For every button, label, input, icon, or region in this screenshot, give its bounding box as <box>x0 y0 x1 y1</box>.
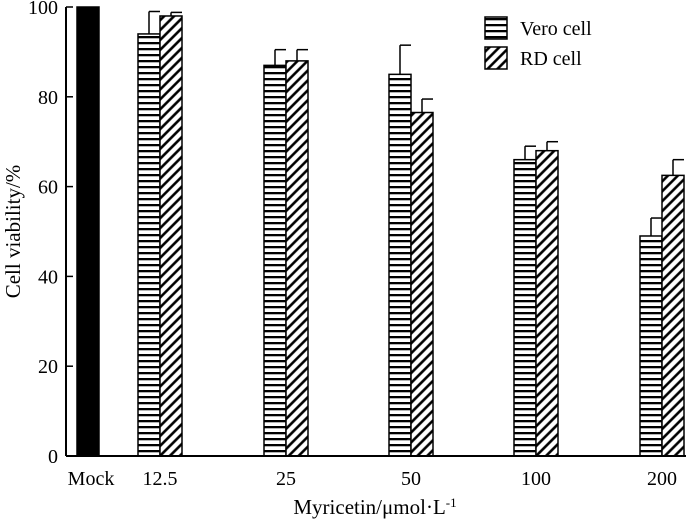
x-axis-title-superscript: -1 <box>446 495 457 510</box>
x-tick-label-50: 50 <box>401 468 421 490</box>
bar-rd-cell-12-5 <box>159 15 183 457</box>
bar-vero-cell-200 <box>639 235 663 457</box>
y-tick-label-20: 20 <box>38 356 58 378</box>
bar-rd-cell-50 <box>410 111 434 457</box>
bar-rd-cell-25 <box>285 60 309 457</box>
bars-layer <box>76 6 685 457</box>
bar-vero-cell-50 <box>388 73 412 457</box>
legend: Vero cell RD cell <box>484 16 592 70</box>
y-tick-label-80: 80 <box>38 87 58 109</box>
x-axis-title: Myricetin/μmol·L-1 <box>293 495 456 520</box>
legend-label-vero-cell: Vero cell <box>520 18 592 40</box>
bar-vero-cell-100 <box>513 158 537 457</box>
bar-rd-cell-200 <box>661 174 685 457</box>
y-axis-title: Cell viability/% <box>1 165 25 299</box>
x-tick-label-mock: Mock <box>68 468 115 490</box>
x-tick-labels: Mock 12.5 25 50 100 200 <box>68 468 677 490</box>
bar-rd-cell-100 <box>535 149 559 457</box>
legend-swatch-rd-cell <box>484 46 508 70</box>
x-tick-label-200: 200 <box>647 468 677 490</box>
legend-label-rd-cell: RD cell <box>520 48 582 70</box>
legend-swatch-vero-cell <box>484 16 508 40</box>
y-ticks: 0 20 40 60 80 100 <box>28 0 73 468</box>
bar-mock <box>76 6 100 457</box>
x-tick-label-25: 25 <box>276 468 296 490</box>
bar-vero-cell-12-5 <box>137 33 161 457</box>
x-tick-label-100: 100 <box>521 468 551 490</box>
bar-vero-cell-25 <box>263 64 287 457</box>
x-tick-label-12-5: 12.5 <box>143 468 178 490</box>
error-bars-layer <box>148 10 684 236</box>
axes <box>65 7 686 457</box>
y-tick-label-0: 0 <box>48 446 58 468</box>
y-tick-label-60: 60 <box>38 177 58 199</box>
y-tick-label-100: 100 <box>28 0 58 19</box>
x-axis-title-main: Myricetin/μmol·L <box>293 495 445 519</box>
y-tick-label-40: 40 <box>38 266 58 288</box>
